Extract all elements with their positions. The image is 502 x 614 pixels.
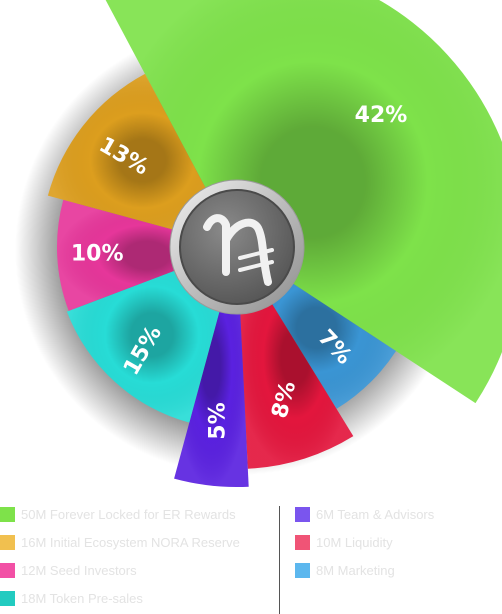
legend-item: 10M Liquidity [295, 528, 434, 556]
legend-swatch [0, 534, 15, 550]
legend-item: 50M Forever Locked for ER Rewards [0, 500, 240, 528]
legend-item: 8M Marketing [295, 556, 434, 584]
nora-currency-icon [169, 179, 305, 315]
slice-label: 5% [206, 402, 231, 439]
legend-label: 16M Initial Ecosystem NORA Reserve [21, 534, 240, 550]
legend-item: 18M Token Pre-sales [0, 584, 240, 612]
legend-item: 6M Team & Advisors [295, 500, 434, 528]
legend-label: 50M Forever Locked for ER Rewards [21, 506, 236, 522]
legend: 50M Forever Locked for ER Rewards 16M Ini… [0, 500, 502, 614]
legend-swatch [0, 506, 15, 522]
legend-divider [279, 506, 280, 614]
legend-item: 16M Initial Ecosystem NORA Reserve [0, 528, 240, 556]
pie-chart: 42%7%8%5%15%10%13% [15, 0, 502, 487]
legend-swatch [0, 590, 15, 606]
legend-label: 18M Token Pre-sales [21, 590, 143, 606]
slices [47, 0, 502, 487]
slice-label: 10% [71, 241, 124, 266]
legend-swatch [295, 562, 310, 578]
pie-slice-shading [56, 199, 237, 311]
legend-label: 12M Seed Investors [21, 562, 137, 578]
legend-label: 10M Liquidity [316, 534, 393, 550]
legend-column-left: 50M Forever Locked for ER Rewards 16M Ini… [0, 500, 240, 612]
legend-column-right: 6M Team & Advisors 10M Liquidity 8M Market… [295, 500, 434, 584]
legend-label: 6M Team & Advisors [316, 506, 435, 522]
legend-swatch [295, 534, 310, 550]
legend-swatch [295, 506, 310, 522]
legend-label: 8M Marketing [316, 562, 395, 578]
slice-label: 42% [355, 103, 408, 128]
legend-swatch [0, 562, 15, 578]
legend-item: 12M Seed Investors [0, 556, 240, 584]
pie-slice-shading [105, 0, 502, 404]
